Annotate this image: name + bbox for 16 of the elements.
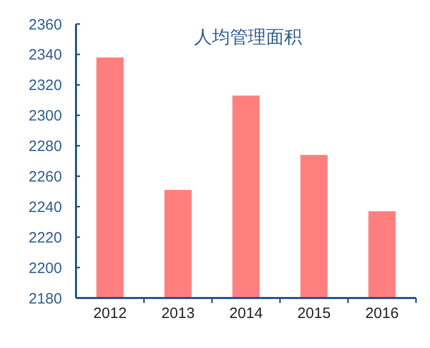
x-tick-label: 2014 bbox=[229, 305, 263, 322]
y-tick-label: 2340 bbox=[28, 46, 62, 64]
y-tick-label: 2220 bbox=[28, 229, 62, 246]
x-tick-label: 2015 bbox=[297, 305, 331, 322]
x-tick-label: 2013 bbox=[161, 305, 195, 322]
y-tick-label: 2240 bbox=[28, 198, 62, 216]
y-tick-label: 2280 bbox=[28, 138, 62, 156]
chart-title: 人均管理面积 bbox=[194, 27, 302, 48]
y-tick-label: 2260 bbox=[28, 168, 62, 186]
y-tick-label: 2200 bbox=[28, 260, 62, 277]
y-tick-label: 2300 bbox=[28, 108, 62, 125]
x-tick-label: 2012 bbox=[93, 305, 127, 322]
y-tick-label: 2320 bbox=[28, 77, 62, 94]
y-tick-label: 2360 bbox=[28, 16, 62, 34]
y-tick-label: 2180 bbox=[28, 290, 62, 308]
x-tick-label: 2016 bbox=[365, 305, 399, 322]
